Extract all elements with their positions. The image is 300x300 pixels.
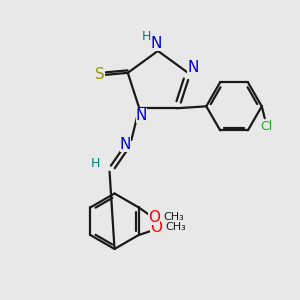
Text: S: S <box>95 67 105 82</box>
Text: N: N <box>187 60 199 75</box>
Text: O: O <box>150 220 162 235</box>
Text: N: N <box>150 37 162 52</box>
Text: O: O <box>148 210 160 225</box>
Text: CH₃: CH₃ <box>166 222 187 232</box>
Text: H: H <box>141 30 151 43</box>
Text: CH₃: CH₃ <box>164 212 184 222</box>
Text: H: H <box>91 157 100 170</box>
Text: N: N <box>136 108 147 123</box>
Text: N: N <box>120 137 131 152</box>
Text: Cl: Cl <box>261 120 273 133</box>
